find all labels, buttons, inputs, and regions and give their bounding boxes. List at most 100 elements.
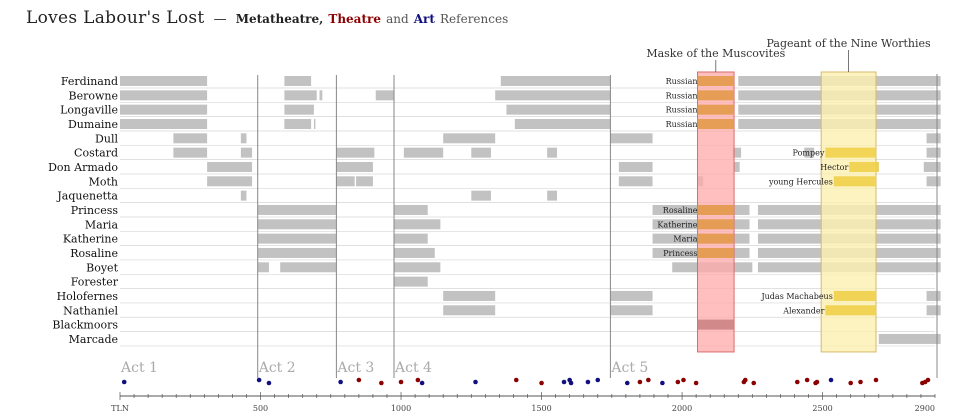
role-label: Princess [663, 249, 697, 258]
presence-bar [443, 290, 496, 301]
character-label: Forester [71, 276, 119, 289]
art-reference-dot [561, 379, 567, 385]
presence-bar [547, 190, 558, 201]
presence-bar [375, 90, 395, 101]
role-label: Russian [666, 91, 698, 100]
subtitle-prefix: Metatheatre, [235, 12, 324, 26]
theatre-reference-dot [415, 377, 421, 383]
role-label: Alexander [782, 306, 824, 315]
character-label: Maria [85, 218, 119, 231]
role-label: Russian [666, 77, 698, 86]
character-label: Jaquenetta [56, 190, 118, 203]
presence-bar [618, 176, 653, 187]
presence-bar [926, 147, 941, 158]
character-label: Longaville [60, 104, 118, 117]
presence-bar [173, 147, 208, 158]
art-reference-dot [595, 377, 601, 383]
role-bar [697, 204, 735, 215]
role-label: Russian [666, 106, 698, 115]
presence-bar [257, 262, 269, 273]
act-label: Act 1 [120, 360, 158, 376]
role-label: young Hercules [768, 177, 833, 186]
presence-bar [336, 161, 373, 172]
presence-bar [336, 176, 355, 187]
x-tick-label: 2000 [672, 404, 692, 413]
subtitle-and: and [386, 12, 409, 26]
role-bar [697, 219, 735, 230]
role-bar [697, 319, 735, 330]
theatre-reference-dot [379, 380, 384, 386]
presence-bar [336, 147, 375, 158]
character-label: Marcade [69, 333, 118, 346]
character-label: Dumaine [68, 118, 118, 131]
presence-bar [394, 262, 441, 273]
x-tick-label: 500 [253, 404, 268, 413]
act-label: Act 4 [394, 360, 432, 376]
presence-bar [284, 118, 312, 129]
character-label: Nathaniel [63, 304, 118, 317]
theatre-reference-dot [646, 377, 651, 383]
theatre-reference-dot [637, 379, 643, 385]
role-label: Pompey [793, 149, 825, 158]
theatre-legend-label: Theatre [328, 12, 381, 26]
presence-bar [514, 118, 611, 129]
role-bar [697, 104, 735, 115]
presence-bar [284, 76, 312, 86]
presence-bar [120, 118, 208, 129]
theatre-reference-dot [804, 377, 810, 383]
presence-bar [471, 190, 491, 201]
x-tick-label: 2500 [812, 404, 832, 413]
title-dash: — [213, 12, 227, 27]
role-bar [697, 233, 735, 244]
art-reference-dot [256, 377, 262, 383]
presence-bar [443, 305, 496, 316]
theatre-reference-dot [925, 377, 931, 383]
presence-bar [403, 147, 444, 158]
act-label: Act 3 [336, 360, 374, 376]
presence-bar [394, 233, 428, 244]
presence-bar [313, 118, 316, 129]
art-legend-label: Art [413, 12, 435, 26]
presence-bar [926, 133, 941, 144]
role-bar [849, 161, 879, 172]
character-label: Berowne [69, 89, 118, 102]
presence-bar [443, 133, 496, 144]
play-title: Loves Labour's Lost [26, 8, 205, 28]
scene-label: Maske of the Muscovites [646, 47, 785, 60]
role-label: Russian [666, 120, 698, 129]
presence-bar [495, 90, 611, 101]
presence-bar [618, 161, 653, 172]
presence-bar [356, 176, 373, 187]
character-label: Holofernes [57, 290, 119, 303]
presence-bar [547, 147, 558, 158]
presence-bar [926, 305, 941, 316]
presence-bar [878, 333, 941, 344]
presence-bar [284, 90, 317, 101]
theatre-reference-dot [743, 377, 748, 383]
character-label: Costard [74, 147, 118, 160]
theatre-reference-dot [858, 379, 863, 385]
theatre-reference-dot [873, 377, 879, 383]
presence-bar [610, 305, 653, 316]
character-label: Don Armado [48, 161, 118, 174]
character-label: Boyet [86, 261, 118, 274]
role-label: Rosaline [663, 206, 698, 215]
presence-bar [926, 176, 941, 187]
presence-bar [257, 233, 337, 244]
presence-bar [734, 161, 740, 172]
art-reference-dot [828, 377, 834, 383]
character-label: Moth [89, 175, 118, 188]
act-label: Act 2 [258, 360, 296, 376]
role-bar [833, 290, 876, 301]
presence-bar [500, 76, 611, 86]
theatre-reference-dot [356, 377, 362, 383]
character-label: Princess [71, 204, 119, 217]
role-bar [825, 305, 876, 316]
theatre-reference-dot [513, 377, 519, 383]
theatre-reference-dot [681, 377, 686, 383]
presence-bar [610, 133, 653, 144]
presence-bar [732, 147, 742, 158]
role-bar [697, 76, 735, 86]
theatre-reference-dot [751, 380, 757, 386]
